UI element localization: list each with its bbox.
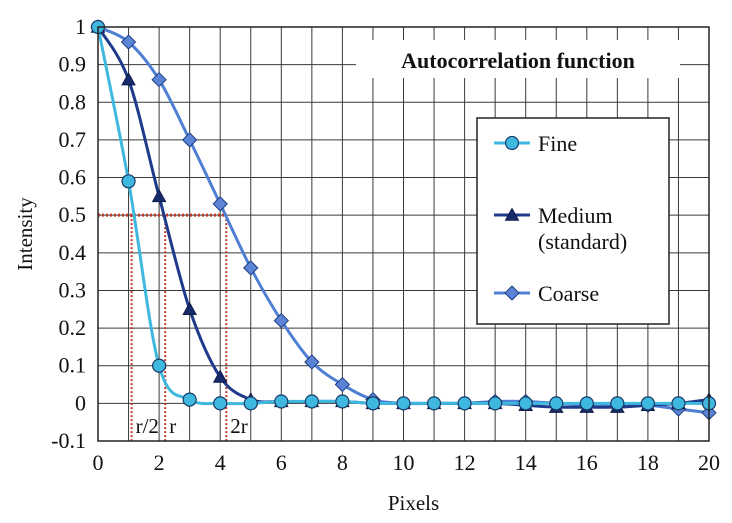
- data-point: [120, 34, 137, 50]
- reference-label: r: [169, 414, 176, 438]
- legend: Fine Medium(standard) Coarse: [476, 117, 670, 325]
- y-tick-label: 0.7: [59, 127, 87, 152]
- data-point: [151, 71, 167, 88]
- legend-label: Medium: [538, 203, 613, 228]
- legend-label: Fine: [538, 131, 577, 156]
- legend-label: (standard): [538, 229, 627, 254]
- chart-title-group: Autocorrelation function: [356, 40, 680, 78]
- x-tick-label: 20: [698, 450, 720, 475]
- y-tick-label: 0.3: [59, 277, 87, 302]
- data-point: [549, 396, 564, 411]
- data-point: [181, 132, 198, 148]
- data-point: [182, 301, 197, 315]
- y-tick-label: 0.9: [59, 52, 87, 77]
- x-tick-label: 18: [637, 450, 659, 475]
- y-tick-label: -0.1: [51, 428, 86, 453]
- data-point: [274, 394, 289, 409]
- data-point: [579, 396, 594, 411]
- x-tick-label: 12: [454, 450, 476, 475]
- y-tick-label: 0.8: [59, 89, 87, 114]
- axes: -0.100.10.20.30.40.50.60.70.80.910 2 4 6 8 10…: [13, 14, 720, 515]
- chart-title-background: [356, 40, 680, 78]
- data-point: [610, 396, 625, 411]
- data-point: [151, 188, 167, 203]
- reference-label: r/2: [136, 414, 159, 438]
- y-tick-label: 0.2: [59, 315, 87, 340]
- data-point: [212, 196, 228, 212]
- y-tick-label: 0: [75, 390, 86, 415]
- data-point: [671, 396, 686, 411]
- x-tick-label: 2: [154, 450, 165, 475]
- y-tick-label: 0.1: [59, 353, 87, 378]
- x-tick-label: 6: [276, 450, 287, 475]
- y-axis-label: Intensity: [13, 197, 37, 271]
- series-layer: [90, 19, 717, 421]
- data-point: [182, 392, 197, 407]
- data-point: [213, 396, 228, 411]
- data-point: [212, 369, 228, 383]
- y-tick-label: 0.6: [59, 165, 87, 190]
- data-point: [426, 396, 442, 411]
- data-point: [243, 260, 259, 276]
- data-point: [365, 396, 381, 411]
- data-point: [243, 396, 258, 411]
- data-point: [304, 394, 319, 409]
- x-axis-label: Pixels: [388, 491, 439, 515]
- x-tick-label: 4: [215, 450, 226, 475]
- chart-title: Autocorrelation function: [401, 48, 635, 73]
- y-tick-label: 1: [75, 14, 86, 39]
- x-tick-label: 0: [93, 450, 104, 475]
- data-point: [457, 396, 472, 411]
- series-line: [96, 26, 709, 406]
- data-point: [334, 376, 351, 393]
- data-point: [335, 394, 350, 409]
- x-tick-label: 8: [337, 450, 348, 475]
- y-tick-label: 0.4: [59, 240, 87, 265]
- legend-swatch-marker: [504, 285, 520, 301]
- data-point: [273, 312, 290, 329]
- data-point: [121, 72, 136, 86]
- series-circle: [90, 19, 717, 411]
- y-tick-label: 0.5: [59, 202, 87, 227]
- plot-frame: [97, 26, 710, 442]
- data-point: [640, 396, 656, 411]
- legend-swatch-marker: [504, 135, 520, 151]
- data-point: [121, 174, 136, 189]
- legend-label: Coarse: [538, 281, 599, 306]
- x-tick-label: 14: [515, 450, 537, 475]
- reference-lines: r/2 r 2r: [98, 213, 248, 441]
- legend-swatch-marker: [504, 207, 520, 221]
- data-point: [304, 354, 320, 370]
- data-point: [518, 396, 533, 411]
- x-tick-label: 10: [393, 450, 415, 475]
- data-point: [396, 396, 411, 411]
- data-point: [152, 358, 167, 373]
- reference-label: 2r: [230, 414, 248, 438]
- data-point: [488, 396, 503, 411]
- x-tick-label: 16: [576, 450, 598, 475]
